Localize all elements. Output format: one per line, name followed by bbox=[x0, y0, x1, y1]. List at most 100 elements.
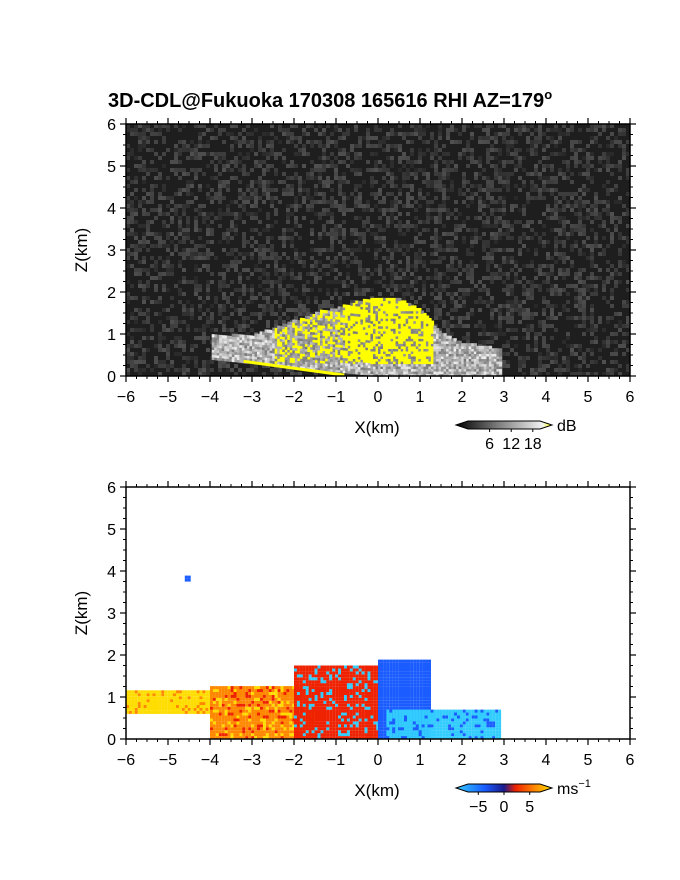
snr-echo-cell bbox=[385, 358, 389, 362]
snr-noise-cell bbox=[602, 220, 606, 224]
snr-noise-cell bbox=[222, 316, 226, 320]
snr-noise-cell bbox=[158, 300, 162, 304]
snr-noise-cell bbox=[338, 128, 342, 132]
snr-noise-cell bbox=[186, 328, 190, 332]
snr-noise-cell bbox=[266, 224, 270, 228]
snr-echo-cell bbox=[350, 335, 354, 339]
snr-noise-cell bbox=[450, 124, 454, 128]
snr-noise-cell bbox=[542, 144, 546, 148]
snr-noise-cell bbox=[450, 260, 454, 264]
snr-echo-cell bbox=[287, 334, 291, 338]
snr-echo-cell bbox=[224, 350, 228, 354]
snr-echo-cell bbox=[320, 352, 324, 356]
snr-noise-cell bbox=[510, 224, 514, 228]
snr-noise-cell bbox=[378, 128, 382, 132]
snr-noise-cell bbox=[258, 260, 262, 264]
snr-noise-cell bbox=[542, 232, 546, 236]
snr-noise-cell bbox=[306, 152, 310, 156]
snr-echo-cell bbox=[289, 357, 293, 361]
snr-noise-cell bbox=[510, 300, 514, 304]
snr-noise-cell bbox=[442, 200, 446, 204]
snr-echo-cell bbox=[370, 325, 374, 329]
snr-noise-cell bbox=[358, 260, 362, 264]
snr-noise-cell bbox=[466, 188, 470, 192]
snr-noise-cell bbox=[254, 160, 258, 164]
snr-noise-cell bbox=[506, 128, 510, 132]
snr-echo-cell bbox=[289, 344, 293, 348]
snr-noise-cell bbox=[374, 128, 378, 132]
snr-noise-cell bbox=[354, 248, 358, 252]
snr-noise-cell bbox=[546, 304, 550, 308]
snr-noise-cell bbox=[278, 268, 282, 272]
snr-echo-cell bbox=[357, 363, 361, 368]
snr-echo-cell bbox=[373, 315, 377, 319]
snr-echo-cell bbox=[370, 308, 374, 312]
snr-noise-cell bbox=[462, 200, 466, 204]
snr-echo-cell bbox=[297, 357, 301, 362]
snr-noise-cell bbox=[158, 272, 162, 276]
snr-noise-cell bbox=[170, 240, 174, 244]
snr-noise-cell bbox=[170, 208, 174, 212]
snr-noise-cell bbox=[318, 236, 322, 240]
snr-echo-cell bbox=[277, 348, 281, 352]
snr-noise-cell bbox=[446, 312, 450, 316]
snr-echo-cell bbox=[350, 370, 354, 374]
snr-noise-cell bbox=[206, 296, 210, 300]
snr-echo-cell bbox=[330, 343, 334, 347]
snr-echo-cell bbox=[214, 342, 218, 346]
snr-noise-cell bbox=[562, 148, 566, 152]
snr-noise-cell bbox=[414, 240, 418, 244]
snr-echo-cell bbox=[259, 356, 263, 360]
snr-noise-cell bbox=[466, 340, 470, 344]
snr-echo-cell bbox=[287, 361, 291, 366]
snr-noise-cell bbox=[318, 276, 322, 280]
snr-noise-cell bbox=[406, 268, 410, 272]
snr-noise-cell bbox=[362, 268, 366, 272]
snr-noise-cell bbox=[410, 152, 414, 156]
snr-noise-cell bbox=[598, 224, 602, 228]
snr-noise-cell bbox=[442, 208, 446, 212]
snr-echo-cell bbox=[362, 301, 367, 305]
snr-echo-cell bbox=[312, 314, 316, 318]
snr-noise-cell bbox=[450, 280, 454, 284]
snr-noise-cell bbox=[366, 228, 370, 232]
snr-noise-cell bbox=[250, 300, 254, 304]
snr-noise-cell bbox=[146, 240, 150, 244]
snr-echo-cell bbox=[317, 334, 321, 338]
snr-noise-cell bbox=[382, 168, 386, 172]
snr-noise-cell bbox=[306, 308, 310, 312]
snr-noise-cell bbox=[590, 156, 594, 160]
snr-noise-cell bbox=[478, 236, 482, 240]
snr-echo-cell bbox=[277, 338, 281, 342]
snr-noise-cell bbox=[526, 220, 530, 224]
snr-noise-cell bbox=[534, 372, 538, 376]
snr-noise-cell bbox=[374, 236, 378, 240]
snr-noise-cell bbox=[506, 148, 510, 152]
snr-noise-cell bbox=[138, 368, 142, 372]
snr-echo-cell bbox=[357, 348, 361, 352]
snr-echo-cell bbox=[370, 350, 374, 354]
snr-noise-cell bbox=[610, 360, 614, 364]
snr-echo-cell bbox=[352, 353, 356, 357]
snr-echo-cell bbox=[264, 336, 268, 341]
snr-echo-cell bbox=[337, 346, 341, 350]
snr-noise-cell bbox=[442, 172, 446, 176]
snr-echo-cell bbox=[257, 351, 261, 355]
snr-noise-cell bbox=[390, 248, 394, 252]
snr-noise-cell bbox=[394, 288, 398, 292]
snr-noise-cell bbox=[174, 144, 178, 148]
snr-noise-cell bbox=[270, 312, 274, 316]
snr-noise-cell bbox=[462, 300, 466, 304]
snr-noise-cell bbox=[450, 188, 454, 192]
snr-noise-cell bbox=[574, 344, 578, 348]
snr-noise-cell bbox=[526, 136, 530, 140]
snr-echo-cell bbox=[365, 316, 369, 320]
snr-noise-cell bbox=[586, 296, 590, 300]
snr-noise-cell bbox=[414, 268, 418, 272]
snr-noise-cell bbox=[590, 320, 594, 324]
snr-noise-cell bbox=[498, 228, 502, 232]
snr-noise-cell bbox=[618, 272, 622, 276]
snr-echo-cell bbox=[360, 311, 364, 315]
snr-echo-cell bbox=[282, 346, 286, 350]
snr-noise-cell bbox=[234, 160, 238, 164]
